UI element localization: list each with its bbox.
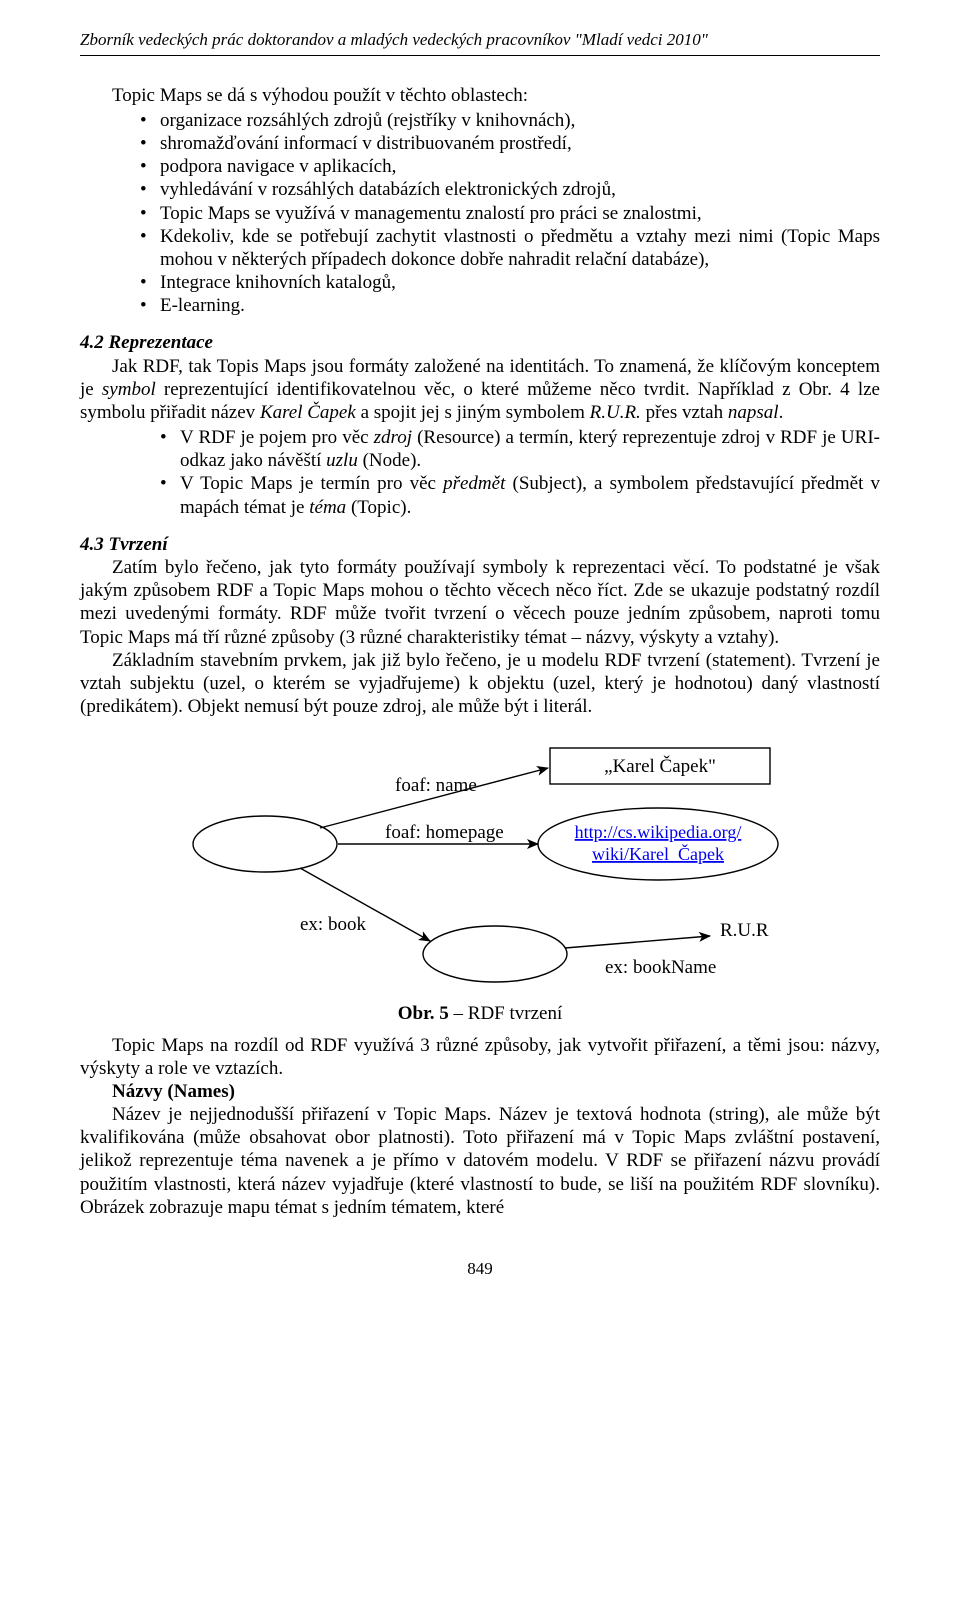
list-item: V RDF je pojem pro věc zdroj (Resource) … xyxy=(160,426,880,472)
section-4-2-head: 4.2 Reprezentace xyxy=(80,331,880,354)
term: předmět xyxy=(443,473,505,494)
term-symbol: symbol xyxy=(102,379,156,400)
edge-name-label: foaf: name xyxy=(395,775,477,796)
list-item: podpora navigace v aplikacích, xyxy=(140,155,880,178)
edge-homepage-label: foaf: homepage xyxy=(385,822,504,843)
homepage-link-line1[interactable]: http://cs.wikipedia.org/ xyxy=(575,822,742,842)
section-4-3-head: 4.3 Tvrzení xyxy=(80,533,880,556)
edge-bookname xyxy=(565,936,710,948)
term: uzlu xyxy=(326,450,358,471)
representation-list: V RDF je pojem pro věc zdroj (Resource) … xyxy=(80,426,880,519)
section-4-3-para1: Zatím bylo řečeno, jak tyto formáty použ… xyxy=(80,556,880,649)
list-item: V Topic Maps je termín pro věc předmět (… xyxy=(160,472,880,518)
list-item: organizace rozsáhlých zdrojů (rejstříky … xyxy=(140,109,880,132)
caption-bold: Obr. 5 xyxy=(398,1003,449,1024)
text: přes vztah xyxy=(641,402,728,423)
section-4-2-para: Jak RDF, tak Topis Maps jsou formáty zal… xyxy=(80,355,880,425)
node-rur-label: R.U.R xyxy=(720,920,769,941)
term: téma xyxy=(309,497,346,518)
list-item: Kdekoliv, kde se potřebují zachytit vlas… xyxy=(140,225,880,271)
term-napsal: napsal xyxy=(728,402,779,423)
list-item: E-learning. xyxy=(140,294,880,317)
term: zdroj xyxy=(374,427,412,448)
advantages-list: organizace rozsáhlých zdrojů (rejstříky … xyxy=(80,109,880,318)
list-item: shromažďování informací v distribuovaném… xyxy=(140,132,880,155)
term-karelcapek: Karel Čapek xyxy=(260,402,356,423)
list-item: vyhledávání v rozsáhlých databázích elek… xyxy=(140,178,880,201)
homepage-link-line2[interactable]: wiki/Karel_Čapek xyxy=(592,843,724,864)
section-4-3-para2: Základním stavebním prvkem, jak již bylo… xyxy=(80,649,880,719)
caption-rest: – RDF tvrzení xyxy=(449,1003,562,1024)
after-diagram-para: Topic Maps na rozdíl od RDF využívá 3 rů… xyxy=(80,1034,880,1080)
text: . xyxy=(779,402,784,423)
text: a spojit jej s jiným symbolem xyxy=(356,402,590,423)
page-header: Zborník vedeckých prác doktorandov a mla… xyxy=(80,30,880,56)
rdf-diagram: „Karel Čapek" http://cs.wikipedia.org/ w… xyxy=(160,736,800,1025)
term-rur: R.U.R. xyxy=(590,402,641,423)
text: V Topic Maps je termín pro věc xyxy=(180,473,443,494)
node-book xyxy=(423,926,567,982)
rdf-svg: „Karel Čapek" http://cs.wikipedia.org/ w… xyxy=(160,736,800,996)
text: V RDF je pojem pro věc xyxy=(180,427,374,448)
list-item: Integrace knihovních katalogů, xyxy=(140,271,880,294)
figure-5-caption: Obr. 5 – RDF tvrzení xyxy=(160,1002,800,1025)
text: (Node). xyxy=(358,450,421,471)
node-subject xyxy=(193,816,337,872)
names-heading: Názvy (Names) xyxy=(80,1080,880,1103)
text: (Topic). xyxy=(346,497,411,518)
page-number: 849 xyxy=(80,1259,880,1280)
names-para: Název je nejjednodušší přiřazení v Topic… xyxy=(80,1103,880,1219)
list-item: Topic Maps se využívá v managementu znal… xyxy=(140,202,880,225)
intro-line: Topic Maps se dá s výhodou použít v těch… xyxy=(80,84,880,107)
edge-book-label: ex: book xyxy=(300,914,366,935)
edge-bookname-label: ex: bookName xyxy=(605,957,716,978)
node-name-label: „Karel Čapek" xyxy=(604,755,716,777)
